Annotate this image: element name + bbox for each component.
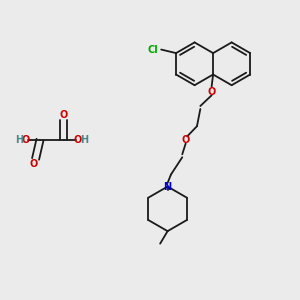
Text: O: O — [208, 87, 216, 97]
Text: O: O — [182, 135, 190, 145]
Text: H: H — [16, 135, 24, 145]
Text: N: N — [164, 182, 172, 192]
Text: O: O — [60, 110, 68, 120]
Text: Cl: Cl — [148, 44, 158, 55]
Text: O: O — [22, 135, 30, 145]
Text: H: H — [80, 135, 88, 145]
Text: O: O — [74, 135, 82, 145]
Text: O: O — [30, 159, 38, 169]
